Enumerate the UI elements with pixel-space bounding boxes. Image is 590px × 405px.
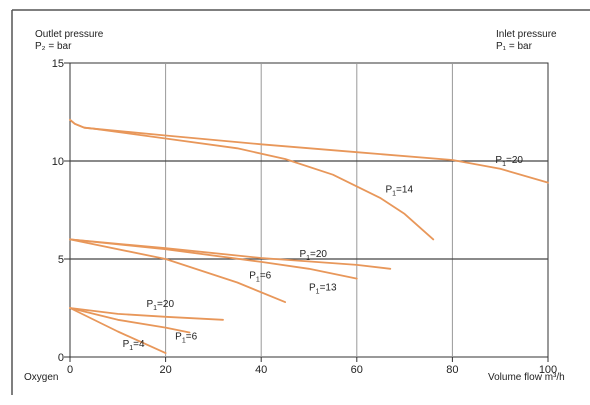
series-line-1	[69, 118, 549, 184]
series-line-2	[69, 118, 435, 241]
curve-label-6: P1=20	[146, 299, 174, 312]
curve-label-5: P1=13	[309, 282, 337, 295]
x-tick-label: 20	[159, 364, 171, 376]
curve-label-2: P1=14	[385, 184, 413, 197]
curve-label-1: P1=20	[495, 155, 523, 168]
left-axis-title-line-2: P₂ = bar	[35, 41, 72, 52]
right-axis-title: Inlet pressure P₁ = bar	[496, 29, 557, 53]
x-tick-label: 40	[255, 364, 267, 376]
left-axis-title: Outlet pressure P₂ = bar	[35, 29, 103, 53]
x-tick-label: 0	[67, 364, 73, 376]
series-line-8	[69, 307, 167, 354]
curve-label-4: P1=6	[249, 271, 271, 284]
right-axis-title-line-2: P₁ = bar	[496, 41, 532, 52]
series-line-4	[69, 238, 358, 280]
corner-label: Oxygen	[24, 372, 59, 383]
right-axis-title-line-1: Inlet pressure	[496, 29, 557, 40]
x-axis-label: Volume flow m³/h	[488, 372, 565, 383]
x-tick-label: 80	[446, 364, 458, 376]
y-tick-label: 0	[58, 352, 64, 364]
curve-label-8: P1=4	[123, 339, 145, 352]
series-line-6	[69, 307, 224, 321]
plot-border	[69, 62, 549, 358]
x-tick-label: 100	[539, 364, 557, 376]
curve-label-7: P1=6	[175, 331, 197, 344]
y-tick-label: 15	[52, 58, 64, 70]
x-tick-label: 60	[351, 364, 363, 376]
curve-label-3: P1=20	[299, 249, 327, 262]
y-tick-label: 10	[52, 156, 64, 168]
series-line-7	[69, 307, 191, 334]
y-tick-label: 5	[58, 254, 64, 266]
left-axis-title-line-1: Outlet pressure	[35, 29, 104, 40]
series-line-5	[69, 238, 286, 303]
